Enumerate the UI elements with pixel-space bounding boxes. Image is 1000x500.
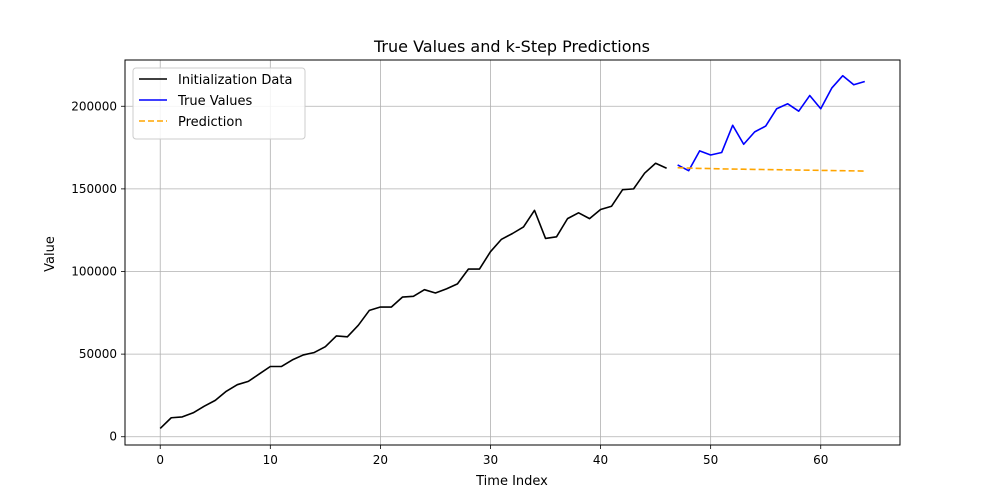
y-axis-label: Value bbox=[43, 236, 58, 272]
axis-ticks: 0 10 20 30 40 50 60 0 50000 100000 150000 200000 bbox=[71, 99, 828, 467]
legend-label: Prediction bbox=[178, 115, 243, 130]
x-axis-label: Time Index bbox=[475, 474, 548, 489]
legend-label: True Values bbox=[177, 94, 252, 109]
series-line-prediction bbox=[677, 166, 865, 172]
y-tick-label: 150000 bbox=[71, 182, 117, 196]
plot-frame bbox=[124, 59, 901, 446]
legend-box bbox=[132, 67, 306, 140]
legend: Initialization Data True Values Prediction bbox=[132, 67, 306, 140]
y-tick-label: 50000 bbox=[79, 347, 117, 361]
x-tick-label: 50 bbox=[703, 453, 718, 467]
series-line-true-values bbox=[677, 74, 866, 172]
x-tick-label: 0 bbox=[156, 453, 164, 467]
x-tick-label: 40 bbox=[593, 453, 608, 467]
x-tick-label: 10 bbox=[263, 453, 278, 467]
chart-title: True Values and k-Step Predictions bbox=[373, 37, 650, 56]
legend-label: Initialization Data bbox=[178, 73, 292, 88]
y-tick-label: 0 bbox=[109, 430, 117, 444]
series-line-initialization-data bbox=[159, 162, 667, 430]
grid-lines bbox=[125, 60, 900, 445]
y-tick-label: 200000 bbox=[71, 99, 117, 113]
x-tick-label: 20 bbox=[373, 453, 388, 467]
x-tick-label: 60 bbox=[813, 453, 828, 467]
x-tick-label: 30 bbox=[483, 453, 498, 467]
y-tick-label: 100000 bbox=[71, 265, 117, 279]
series-lines bbox=[159, 74, 866, 430]
